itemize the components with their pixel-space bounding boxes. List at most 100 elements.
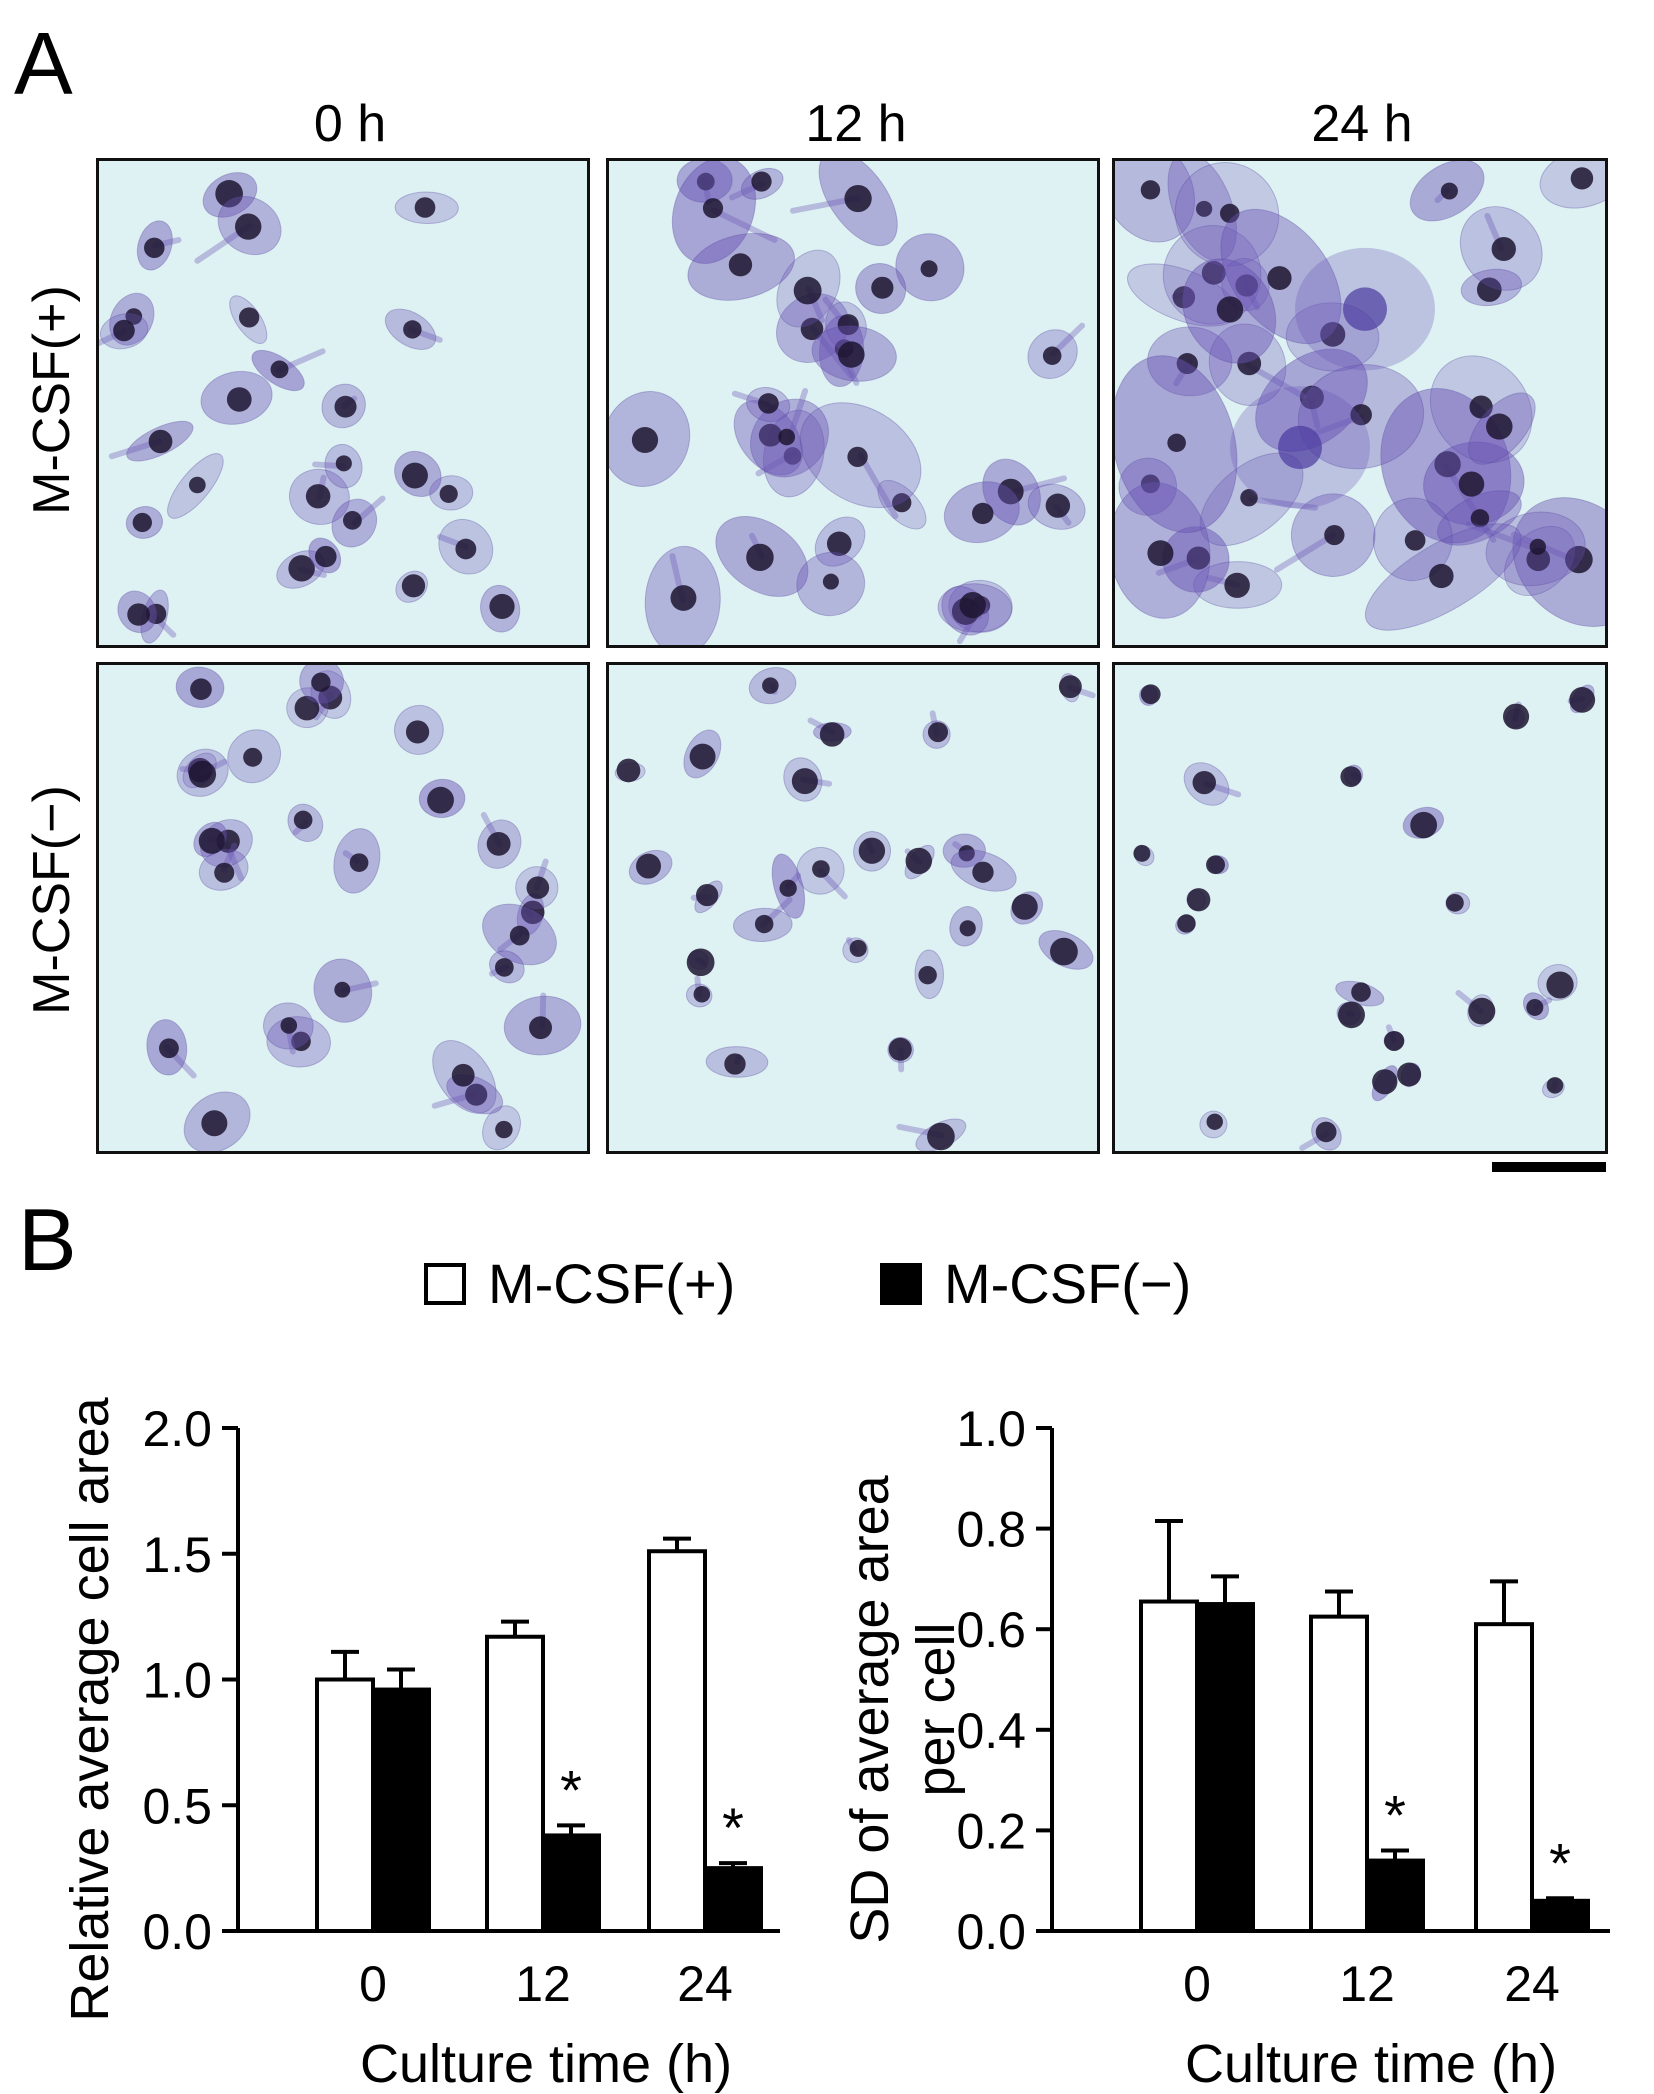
x-tick-label: 0: [1183, 1956, 1211, 2012]
cell: [783, 757, 833, 802]
cell: [286, 687, 329, 729]
cell-field: [146, 665, 582, 1151]
micrograph-mcsf-plus-12h: [606, 158, 1100, 648]
cell: [1186, 888, 1211, 912]
spread-cell: [1295, 247, 1435, 371]
scale-bar: [1492, 1162, 1606, 1172]
cell: [1523, 992, 1553, 1021]
legend-label: M-CSF(+): [488, 1252, 736, 1315]
cell: [748, 667, 797, 705]
cell: [488, 950, 525, 984]
spread-cell: [1230, 386, 1370, 509]
x-axis-label: Culture time (h): [1185, 2034, 1557, 2094]
cell: [251, 348, 326, 392]
cell: [503, 992, 582, 1056]
y-tick-label: 0.0: [956, 1904, 1026, 1960]
cell: [1383, 1024, 1405, 1051]
cell: [99, 313, 149, 350]
cell: [1423, 441, 1525, 526]
cell: [482, 903, 557, 966]
cell: [516, 893, 545, 936]
cell: [750, 387, 829, 478]
cell: [1208, 323, 1307, 407]
y-tick-label: 0.5: [142, 1778, 212, 1834]
cell: [796, 846, 848, 900]
cell: [1027, 483, 1086, 530]
legend-mcsf-plus: M-CSF(+): [424, 1256, 735, 1312]
cell: [1155, 526, 1230, 593]
cell: [136, 220, 182, 271]
cell: [1340, 764, 1364, 788]
cell: [1502, 701, 1530, 730]
cell: [288, 468, 350, 525]
cell: [1038, 930, 1094, 970]
cell: [814, 516, 866, 567]
cell: [1199, 1110, 1228, 1139]
cell: [1174, 161, 1280, 267]
bar-m-csf--24: [1474, 1622, 1534, 1933]
cell: [904, 844, 935, 880]
cell: [1193, 561, 1283, 609]
cell: [937, 583, 1013, 633]
cell: [982, 458, 1067, 526]
cell: [333, 828, 381, 894]
cell: [1468, 392, 1536, 465]
cell: [1115, 355, 1238, 534]
cell: [194, 196, 282, 264]
significance-asterisk: *: [1549, 1831, 1571, 1894]
cell: [125, 506, 164, 539]
column-label-12h: 12 h: [805, 95, 907, 153]
significance-asterisk: *: [1384, 1784, 1406, 1847]
cell: [312, 443, 363, 489]
cell: [1010, 891, 1044, 925]
cell: [1115, 482, 1211, 619]
cell: [943, 481, 1020, 544]
cell: [1273, 493, 1376, 577]
cell: [799, 402, 922, 520]
cell: [685, 975, 713, 1008]
cell: [1058, 673, 1096, 703]
micrograph-mcsf-minus-0h: [96, 662, 590, 1154]
cell: [436, 518, 494, 575]
cell: [429, 475, 474, 511]
cell: [1220, 208, 1342, 345]
cell-field: [1115, 161, 1605, 631]
cell-field: [1133, 684, 1596, 1151]
bar-m-csf--12: [541, 1833, 601, 1933]
cell: [1027, 322, 1086, 379]
cell: [949, 906, 983, 947]
chart-svg: 0.0 0.5 1.0 1.5 2.0 0 12 24 Culture time (h) Rela…: [60, 1396, 780, 2094]
x-axis-label: Culture time (h): [360, 2034, 732, 2094]
cell: [1541, 1077, 1565, 1099]
cell: [193, 821, 227, 857]
y-tick-label: 1.5: [142, 1527, 212, 1583]
significance-asterisk: *: [722, 1796, 744, 1859]
cell: [796, 551, 866, 617]
cell: [614, 758, 646, 783]
cell: [313, 958, 379, 1023]
cell: [1206, 855, 1229, 875]
cell: [176, 748, 229, 797]
cell: [515, 858, 559, 910]
cell: [229, 295, 268, 344]
panel-b-letter: B: [18, 1190, 77, 1289]
cell: [1445, 891, 1471, 915]
bar-m-csf--24: [647, 1549, 707, 1934]
cell: [1465, 511, 1586, 587]
legend-swatch-filled: [880, 1263, 922, 1305]
legend-mcsf-minus: M-CSF(−): [880, 1256, 1191, 1312]
cell: [394, 704, 444, 755]
cell: [394, 191, 459, 225]
significance-asterisk: *: [560, 1758, 582, 1821]
y-tick-label: 0.6: [956, 1602, 1026, 1658]
cell: [1115, 161, 1196, 243]
cell: [1397, 1062, 1422, 1088]
cell-field: [99, 172, 521, 644]
cell: [394, 450, 442, 498]
cell: [1364, 523, 1522, 631]
cell: [922, 710, 951, 749]
bar-m-csf--0: [371, 1687, 431, 1933]
cell: [1182, 258, 1277, 364]
cell: [287, 803, 324, 842]
cell: [1455, 989, 1496, 1027]
